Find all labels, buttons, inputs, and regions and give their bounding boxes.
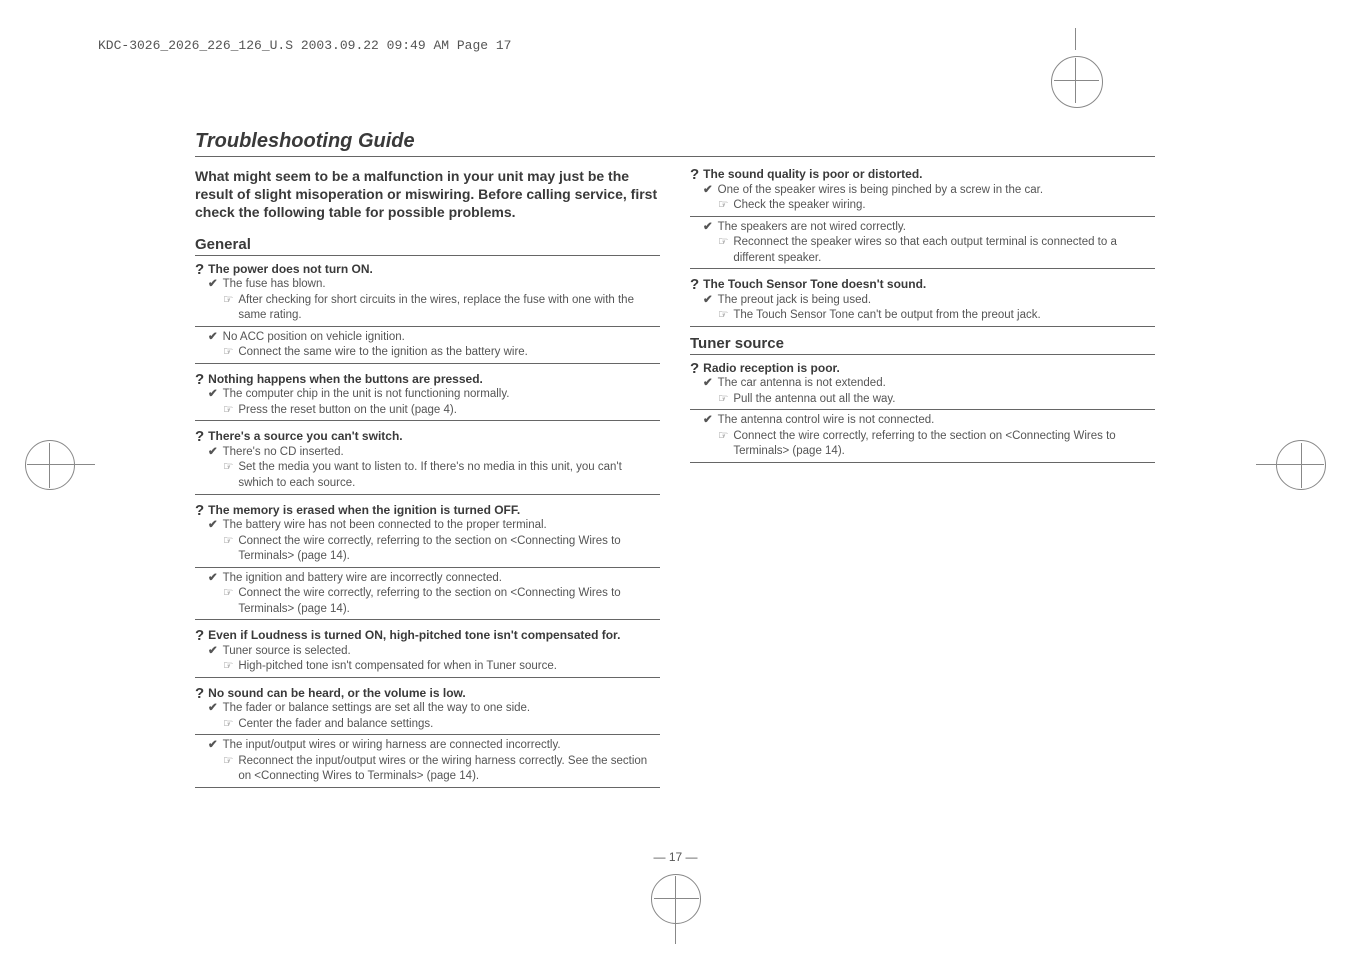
cause-text: One of the speaker wires is being pinche… — [718, 183, 1043, 199]
question-icon: ? — [690, 361, 699, 377]
q-text: Even if Loudness is turned ON, high-pitc… — [208, 628, 620, 644]
remedy-text: Reconnect the input/output wires or the … — [238, 754, 660, 785]
pointer-icon: ☞ — [223, 717, 233, 733]
q-touchsensor: ?The Touch Sensor Tone doesn't sound. ✔ T… — [690, 277, 1155, 327]
section-general: General — [195, 236, 660, 256]
remedy-text: Set the media you want to listen to. If … — [238, 460, 660, 491]
remedy-text: Connect the wire correctly, referring to… — [733, 429, 1155, 460]
check-icon: ✔ — [208, 277, 218, 293]
page-content: Troubleshooting Guide What might seem to… — [195, 130, 1155, 796]
question-icon: ? — [195, 503, 204, 519]
cause-text: Tuner source is selected. — [223, 644, 351, 660]
question-icon: ? — [690, 277, 699, 293]
remedy-text: High-pitched tone isn't compensated for … — [238, 659, 557, 675]
pointer-icon: ☞ — [223, 754, 233, 785]
pointer-icon: ☞ — [223, 659, 233, 675]
q-distorted: ?The sound quality is poor or distorted.… — [690, 167, 1155, 269]
check-icon: ✔ — [703, 183, 713, 199]
remedy-text: Pull the antenna out all the way. — [733, 392, 895, 408]
remedy-text: Check the speaker wiring. — [733, 198, 865, 214]
q-loudness: ?Even if Loudness is turned ON, high-pit… — [195, 628, 660, 678]
pointer-icon: ☞ — [223, 345, 233, 361]
question-icon: ? — [195, 429, 204, 445]
left-column: What might seem to be a malfunction in y… — [195, 167, 660, 796]
remedy-text: Connect the wire correctly, referring to… — [238, 586, 660, 617]
cause-text: The preout jack is being used. — [718, 293, 871, 309]
pointer-icon: ☞ — [223, 534, 233, 565]
section-tuner: Tuner source — [690, 335, 1155, 355]
pointer-icon: ☞ — [718, 308, 728, 324]
cause-text: The antenna control wire is not connecte… — [718, 413, 935, 429]
check-icon: ✔ — [703, 220, 713, 236]
q-nosound: ?No sound can be heard, or the volume is… — [195, 686, 660, 788]
pointer-icon: ☞ — [223, 293, 233, 324]
check-icon: ✔ — [208, 644, 218, 660]
pointer-icon: ☞ — [223, 586, 233, 617]
right-column: ?The sound quality is poor or distorted.… — [690, 167, 1155, 796]
q-text: There's a source you can't switch. — [208, 429, 402, 445]
question-icon: ? — [195, 262, 204, 278]
pointer-icon: ☞ — [223, 403, 233, 419]
q-text: Radio reception is poor. — [703, 361, 840, 377]
q-radio: ?Radio reception is poor. ✔ The car anten… — [690, 361, 1155, 463]
pointer-icon: ☞ — [718, 235, 728, 266]
cause-text: The input/output wires or wiring harness… — [223, 738, 561, 754]
file-header: KDC-3026_2026_226_126_U.S 2003.09.22 09:… — [98, 38, 511, 53]
check-icon: ✔ — [703, 376, 713, 392]
question-icon: ? — [195, 686, 204, 702]
cause-text: The car antenna is not extended. — [718, 376, 886, 392]
cause-text: The fuse has blown. — [223, 277, 326, 293]
check-icon: ✔ — [208, 330, 218, 346]
page-number: — 17 — — [653, 850, 697, 864]
check-icon: ✔ — [208, 571, 218, 587]
pointer-icon: ☞ — [718, 392, 728, 408]
pointer-icon: ☞ — [718, 198, 728, 214]
check-icon: ✔ — [208, 701, 218, 717]
question-icon: ? — [195, 628, 204, 644]
cause-text: The ignition and battery wire are incorr… — [223, 571, 502, 587]
q-text: The memory is erased when the ignition i… — [208, 503, 520, 519]
cause-text: The speakers are not wired correctly. — [718, 220, 906, 236]
remedy-text: Press the reset button on the unit (page… — [238, 403, 457, 419]
q-text: The sound quality is poor or distorted. — [703, 167, 922, 183]
check-icon: ✔ — [703, 413, 713, 429]
cause-text: The battery wire has not been connected … — [223, 518, 547, 534]
crop-mark-left — [25, 440, 95, 490]
pointer-icon: ☞ — [223, 460, 233, 491]
check-icon: ✔ — [208, 738, 218, 754]
remedy-text: The Touch Sensor Tone can't be output fr… — [733, 308, 1040, 324]
remedy-text: Connect the same wire to the ignition as… — [238, 345, 528, 361]
remedy-text: Center the fader and balance settings. — [238, 717, 433, 733]
q-text: The Touch Sensor Tone doesn't sound. — [703, 277, 926, 293]
check-icon: ✔ — [208, 518, 218, 534]
crop-mark-right — [1256, 440, 1326, 490]
q-text: The power does not turn ON. — [208, 262, 373, 278]
question-icon: ? — [690, 167, 699, 183]
q-power: ?The power does not turn ON. ✔ The fuse h… — [195, 262, 660, 364]
cause-text: No ACC position on vehicle ignition. — [223, 330, 405, 346]
intro-text: What might seem to be a malfunction in y… — [195, 167, 660, 222]
crop-mark-top — [1051, 28, 1101, 78]
q-text: No sound can be heard, or the volume is … — [208, 686, 466, 702]
cause-text: There's no CD inserted. — [223, 445, 344, 461]
page-title: Troubleshooting Guide — [195, 130, 1155, 157]
cause-text: The computer chip in the unit is not fun… — [223, 387, 510, 403]
q-memory: ?The memory is erased when the ignition … — [195, 503, 660, 621]
check-icon: ✔ — [208, 387, 218, 403]
question-icon: ? — [195, 372, 204, 388]
q-text: Nothing happens when the buttons are pre… — [208, 372, 483, 388]
q-source: ?There's a source you can't switch. ✔ The… — [195, 429, 660, 494]
remedy-text: Reconnect the speaker wires so that each… — [733, 235, 1155, 266]
check-icon: ✔ — [208, 445, 218, 461]
q-buttons: ?Nothing happens when the buttons are pr… — [195, 372, 660, 422]
check-icon: ✔ — [703, 293, 713, 309]
remedy-text: Connect the wire correctly, referring to… — [238, 534, 660, 565]
cause-text: The fader or balance settings are set al… — [223, 701, 531, 717]
crop-mark-bottom — [651, 874, 701, 944]
remedy-text: After checking for short circuits in the… — [238, 293, 660, 324]
pointer-icon: ☞ — [718, 429, 728, 460]
